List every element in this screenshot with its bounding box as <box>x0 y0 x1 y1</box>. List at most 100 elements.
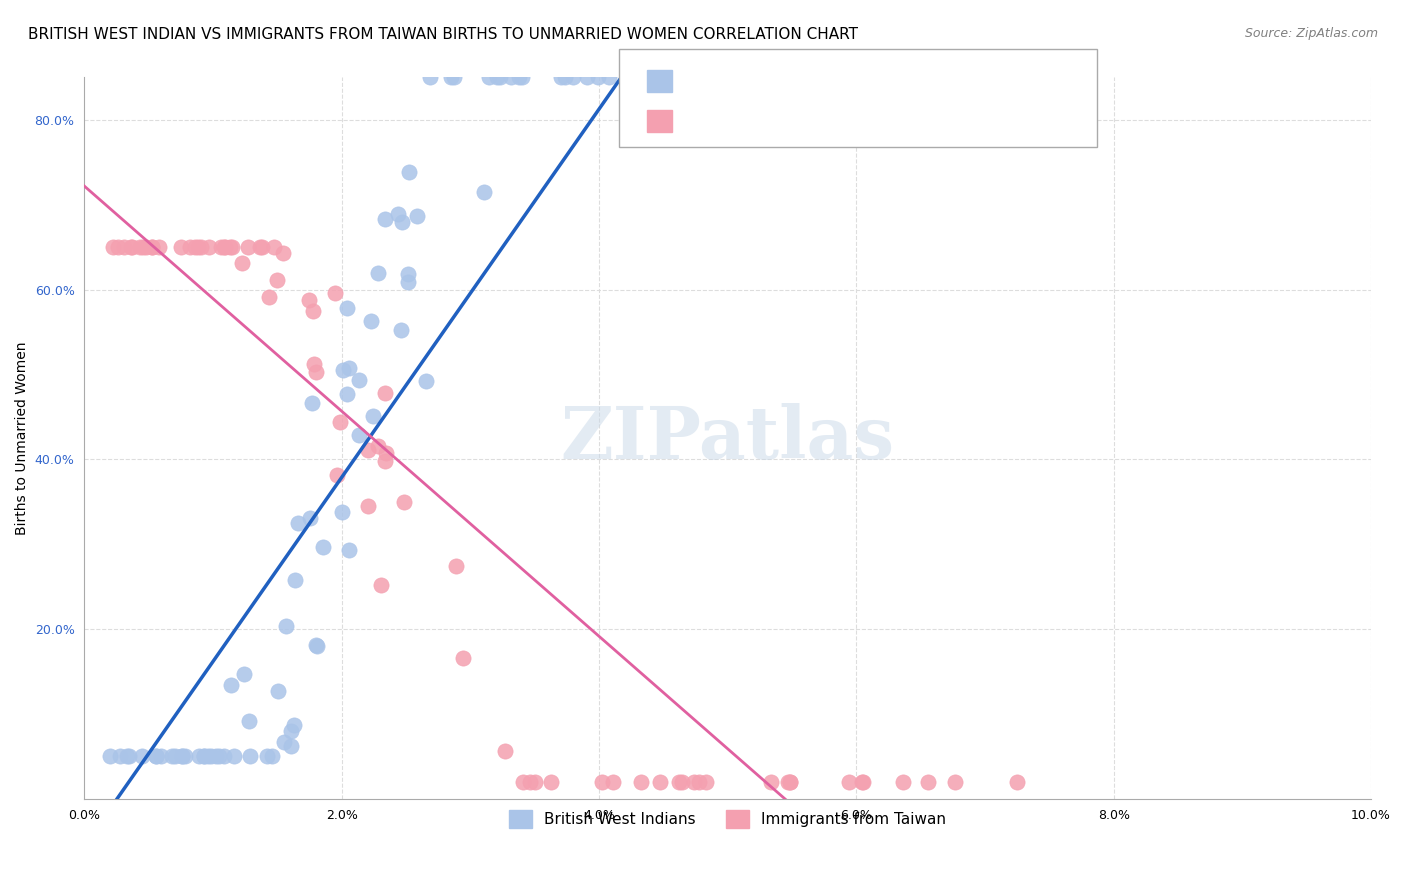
Point <box>239 749 262 764</box>
Point <box>145 749 167 764</box>
Point <box>943 775 966 789</box>
Point <box>419 70 441 85</box>
Point <box>170 240 193 254</box>
Y-axis label: Births to Unmarried Women: Births to Unmarried Women <box>15 342 30 535</box>
Point <box>375 446 398 460</box>
Point <box>499 70 522 85</box>
Point <box>132 240 155 254</box>
Point <box>695 775 717 789</box>
Point <box>336 386 359 401</box>
Point <box>135 240 157 254</box>
Point <box>301 396 323 410</box>
Point <box>598 70 620 85</box>
Point <box>508 70 530 85</box>
Point <box>259 290 281 304</box>
Point <box>179 240 201 254</box>
Point <box>115 749 138 764</box>
Point <box>131 749 153 764</box>
Point <box>118 749 141 764</box>
Point <box>472 185 495 199</box>
Point <box>287 516 309 531</box>
Point <box>209 240 232 254</box>
Point <box>214 240 236 254</box>
Point <box>249 240 271 254</box>
Point <box>443 70 465 85</box>
Point <box>851 775 873 789</box>
Point <box>779 775 801 789</box>
Point <box>367 439 389 453</box>
Point <box>112 240 135 254</box>
Point <box>263 240 285 254</box>
Point <box>602 775 624 789</box>
Point <box>576 70 599 85</box>
Point <box>666 70 689 85</box>
Point <box>336 301 359 315</box>
Point <box>524 775 547 789</box>
Point <box>550 70 572 85</box>
Point <box>238 714 260 729</box>
Point <box>406 209 429 223</box>
Point <box>280 724 302 739</box>
Point <box>284 574 307 588</box>
Point <box>120 240 142 254</box>
Point <box>141 240 163 254</box>
Point <box>398 164 420 178</box>
Point <box>298 511 321 525</box>
Point <box>326 468 349 483</box>
Point <box>924 70 946 85</box>
Point <box>586 70 609 85</box>
Point <box>221 240 243 254</box>
Point <box>262 749 284 764</box>
Point <box>174 749 197 764</box>
Point <box>107 240 129 254</box>
Text: R =: R = <box>682 71 716 89</box>
Text: Source: ZipAtlas.com: Source: ZipAtlas.com <box>1244 27 1378 40</box>
Point <box>360 314 382 328</box>
Point <box>305 365 328 379</box>
Point <box>688 775 710 789</box>
Point <box>512 70 534 85</box>
Point <box>233 667 256 681</box>
Text: N = 81: N = 81 <box>830 71 897 89</box>
Point <box>494 744 516 758</box>
Point <box>305 639 328 653</box>
Point <box>283 718 305 732</box>
Point <box>374 385 396 400</box>
Point <box>648 775 671 789</box>
Point <box>187 749 209 764</box>
Point <box>486 70 509 85</box>
Point <box>110 749 132 764</box>
Point <box>761 775 783 789</box>
Point <box>208 749 231 764</box>
Point <box>671 775 693 789</box>
Point <box>267 683 290 698</box>
Point <box>392 495 415 509</box>
Point <box>183 240 205 254</box>
Point <box>312 540 335 554</box>
Text: ZIPatlas: ZIPatlas <box>561 402 894 474</box>
Point <box>280 739 302 754</box>
Point <box>305 638 328 652</box>
Point <box>273 735 295 749</box>
Point <box>224 749 246 764</box>
Point <box>347 373 370 387</box>
Point <box>121 240 143 254</box>
Text: -0.241: -0.241 <box>731 112 796 129</box>
Point <box>387 206 409 220</box>
Point <box>444 559 467 574</box>
Point <box>205 749 228 764</box>
Point <box>256 749 278 764</box>
Point <box>1005 775 1028 789</box>
Point <box>129 240 152 254</box>
Point <box>374 212 396 227</box>
Point <box>165 749 187 764</box>
Point <box>917 775 939 789</box>
Point <box>170 749 193 764</box>
Point <box>370 578 392 592</box>
Point <box>440 70 463 85</box>
Point <box>170 749 193 764</box>
Point <box>302 303 325 318</box>
Point <box>200 749 222 764</box>
Text: 0.187: 0.187 <box>738 71 801 89</box>
Point <box>330 505 353 519</box>
